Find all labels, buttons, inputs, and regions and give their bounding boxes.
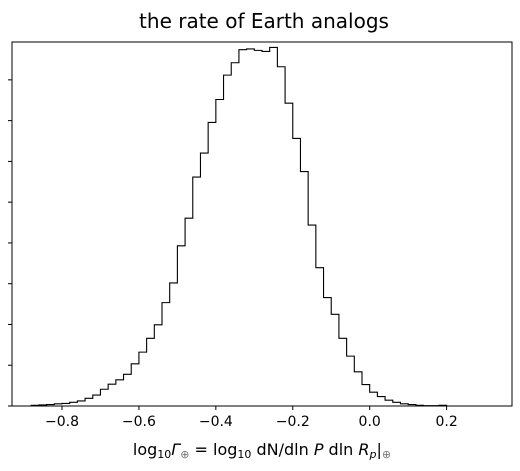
xlabel-log2: log (213, 440, 237, 459)
xlabel-eq: = (189, 440, 213, 459)
x-tick-label: −0.8 (45, 414, 79, 430)
x-tick-label: 0.0 (359, 414, 381, 430)
plot-frame (11, 41, 513, 407)
xlabel-body2: dln (323, 440, 353, 459)
x-axis-ticks: −0.8 −0.6 −0.4 −0.2 0.0 0.2 (45, 406, 458, 430)
x-tick-label: 0.2 (435, 414, 457, 430)
xlabel-bar-sub: ⊕ (382, 448, 391, 461)
x-tick-label: −0.4 (199, 414, 233, 430)
x-axis-label: log10Γ⊕ = log10 dN/dln P dln Rp|⊕ (133, 440, 391, 461)
chart-title: the rate of Earth analogs (139, 9, 389, 33)
xlabel-P: P (309, 440, 324, 459)
xlabel-R-sub: p (369, 448, 377, 461)
histogram-outline (23, 46, 486, 407)
xlabel-gamma-sub: ⊕ (180, 448, 189, 461)
y-axis-ticks (8, 79, 12, 407)
xlabel-log-sub: 10 (157, 448, 171, 461)
xlabel-bar: | (376, 440, 381, 459)
xlabel-body1: dN/dln (251, 440, 308, 459)
xlabel-log2-sub: 10 (237, 448, 251, 461)
x-tick-label: −0.6 (122, 414, 156, 430)
x-tick-label: −0.2 (276, 414, 310, 430)
xlabel-log: log (133, 440, 157, 459)
xlabel-gamma: Γ (171, 440, 181, 459)
xlabel-R: R (353, 440, 369, 459)
